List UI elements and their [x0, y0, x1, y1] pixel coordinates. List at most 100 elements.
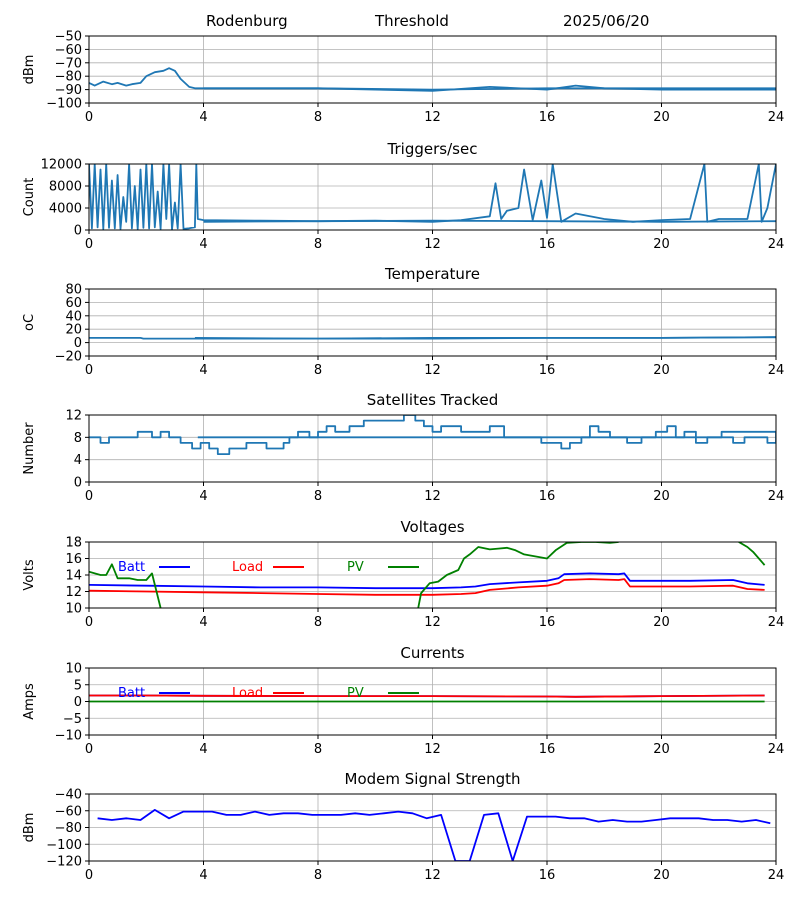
y-tick-label: −5 [63, 712, 82, 727]
x-tick-label: 12 [424, 615, 441, 630]
y-tick-label: −80 [55, 821, 82, 836]
y-axis-label: Number [22, 422, 37, 475]
chart-title: Voltages [400, 518, 464, 536]
y-tick-label: 20 [65, 323, 82, 338]
y-axis-label: dBm [22, 813, 37, 843]
chart-panel-4: 0 4 8 12 16 20 24 0 4 8 12 Satellites Tracked Number [22, 391, 784, 504]
x-tick-label: 4 [199, 363, 207, 378]
x-tick-label: 24 [768, 363, 785, 378]
y-tick-label: 0 [74, 336, 82, 351]
series-line-1 [89, 415, 776, 456]
x-tick-label: 20 [653, 110, 670, 125]
y-tick-label: 14 [65, 569, 82, 584]
y-tick-label: −40 [55, 788, 82, 803]
x-tick-label: 0 [85, 237, 93, 252]
y-tick-label: −20 [55, 350, 82, 365]
series-line-2 [203, 87, 776, 91]
series-line-load [89, 578, 765, 596]
y-axis-label: Count [22, 178, 37, 217]
x-tick-label: 16 [539, 868, 556, 883]
x-tick-label: 8 [314, 489, 322, 504]
x-tick-label: 0 [85, 742, 93, 757]
x-tick-label: 8 [314, 615, 322, 630]
legend-label-batt: Batt [118, 560, 145, 575]
x-tick-label: 0 [85, 868, 93, 883]
x-tick-label: 12 [424, 742, 441, 757]
x-tick-label: 24 [768, 742, 785, 757]
series-line-1 [89, 164, 776, 230]
x-tick-label: 0 [85, 489, 93, 504]
x-tick-label: 4 [199, 489, 207, 504]
y-tick-label: 8 [74, 431, 82, 446]
chart-title: Satellites Tracked [367, 391, 498, 409]
x-tick-label: 8 [314, 868, 322, 883]
y-tick-label: 10 [65, 662, 82, 677]
series-line-load [89, 694, 765, 698]
y-tick-label: −80 [55, 70, 82, 85]
x-tick-label: 12 [424, 237, 441, 252]
series-line-batt [89, 572, 765, 590]
series-line-2 [194, 336, 776, 340]
y-tick-label: −90 [55, 83, 82, 98]
series-line-2 [197, 430, 776, 439]
x-tick-label: 16 [539, 237, 556, 252]
y-tick-label: −60 [55, 804, 82, 819]
chart-panel-2: 0 4 8 12 16 20 24 0 4000 8000 12000 Triggers/sec Cou… [22, 140, 784, 252]
y-tick-label: −70 [55, 56, 82, 71]
y-tick-label: 8000 [49, 180, 82, 195]
chart-title: Temperature [384, 265, 480, 283]
station-name: Rodenburg [206, 12, 288, 30]
y-tick-label: 0 [74, 476, 82, 491]
legend-label-pv: PV [347, 560, 364, 575]
x-tick-label: 12 [424, 110, 441, 125]
y-tick-label: 40 [65, 309, 82, 324]
x-tick-label: 4 [199, 110, 207, 125]
chart-title: Triggers/sec [387, 140, 478, 158]
x-tick-label: 20 [653, 489, 670, 504]
y-axis-label: oC [22, 314, 37, 331]
legend-label-load: Load [232, 560, 263, 575]
x-tick-label: 0 [85, 615, 93, 630]
x-tick-label: 4 [199, 742, 207, 757]
y-tick-label: 60 [65, 296, 82, 311]
x-tick-label: 16 [539, 742, 556, 757]
x-tick-label: 20 [653, 742, 670, 757]
y-tick-label: 80 [65, 283, 82, 298]
x-tick-label: 16 [539, 110, 556, 125]
y-tick-label: 0 [74, 224, 82, 239]
x-tick-label: 16 [539, 363, 556, 378]
x-tick-label: 24 [768, 489, 785, 504]
y-tick-label: 12 [65, 409, 82, 424]
x-tick-label: 16 [539, 615, 556, 630]
chart-title: Modem Signal Strength [345, 770, 521, 788]
x-tick-label: 12 [424, 868, 441, 883]
x-tick-label: 8 [314, 237, 322, 252]
x-tick-label: 12 [424, 489, 441, 504]
x-tick-label: 20 [653, 615, 670, 630]
series-line-pv [738, 542, 766, 566]
chart-title: Currents [400, 644, 464, 662]
x-tick-label: 20 [653, 363, 670, 378]
y-tick-label: −120 [46, 855, 82, 870]
y-tick-label: 5 [74, 678, 82, 693]
x-tick-label: 0 [85, 363, 93, 378]
x-tick-label: 8 [314, 363, 322, 378]
x-tick-label: 4 [199, 615, 207, 630]
y-tick-label: 18 [65, 536, 82, 551]
chart-panel-7: 0 4 8 12 16 20 24 −120 −100 −80 −60−40 Modem Signal… [22, 770, 784, 883]
series-line-1 [97, 809, 771, 861]
chart-panel-1: 0 4 8 12 16 20 24 −100−90−80−70−60−50 dBm [22, 30, 784, 126]
y-tick-label: 12 [65, 585, 82, 600]
x-tick-label: 12 [424, 363, 441, 378]
y-tick-label: 16 [65, 552, 82, 567]
x-tick-label: 24 [768, 237, 785, 252]
x-tick-label: 0 [85, 110, 93, 125]
y-tick-label: −60 [55, 43, 82, 58]
series-line-pv [89, 563, 162, 608]
y-tick-label: 12000 [41, 158, 82, 173]
x-tick-label: 24 [768, 615, 785, 630]
y-axis-label: dBm [22, 55, 37, 85]
